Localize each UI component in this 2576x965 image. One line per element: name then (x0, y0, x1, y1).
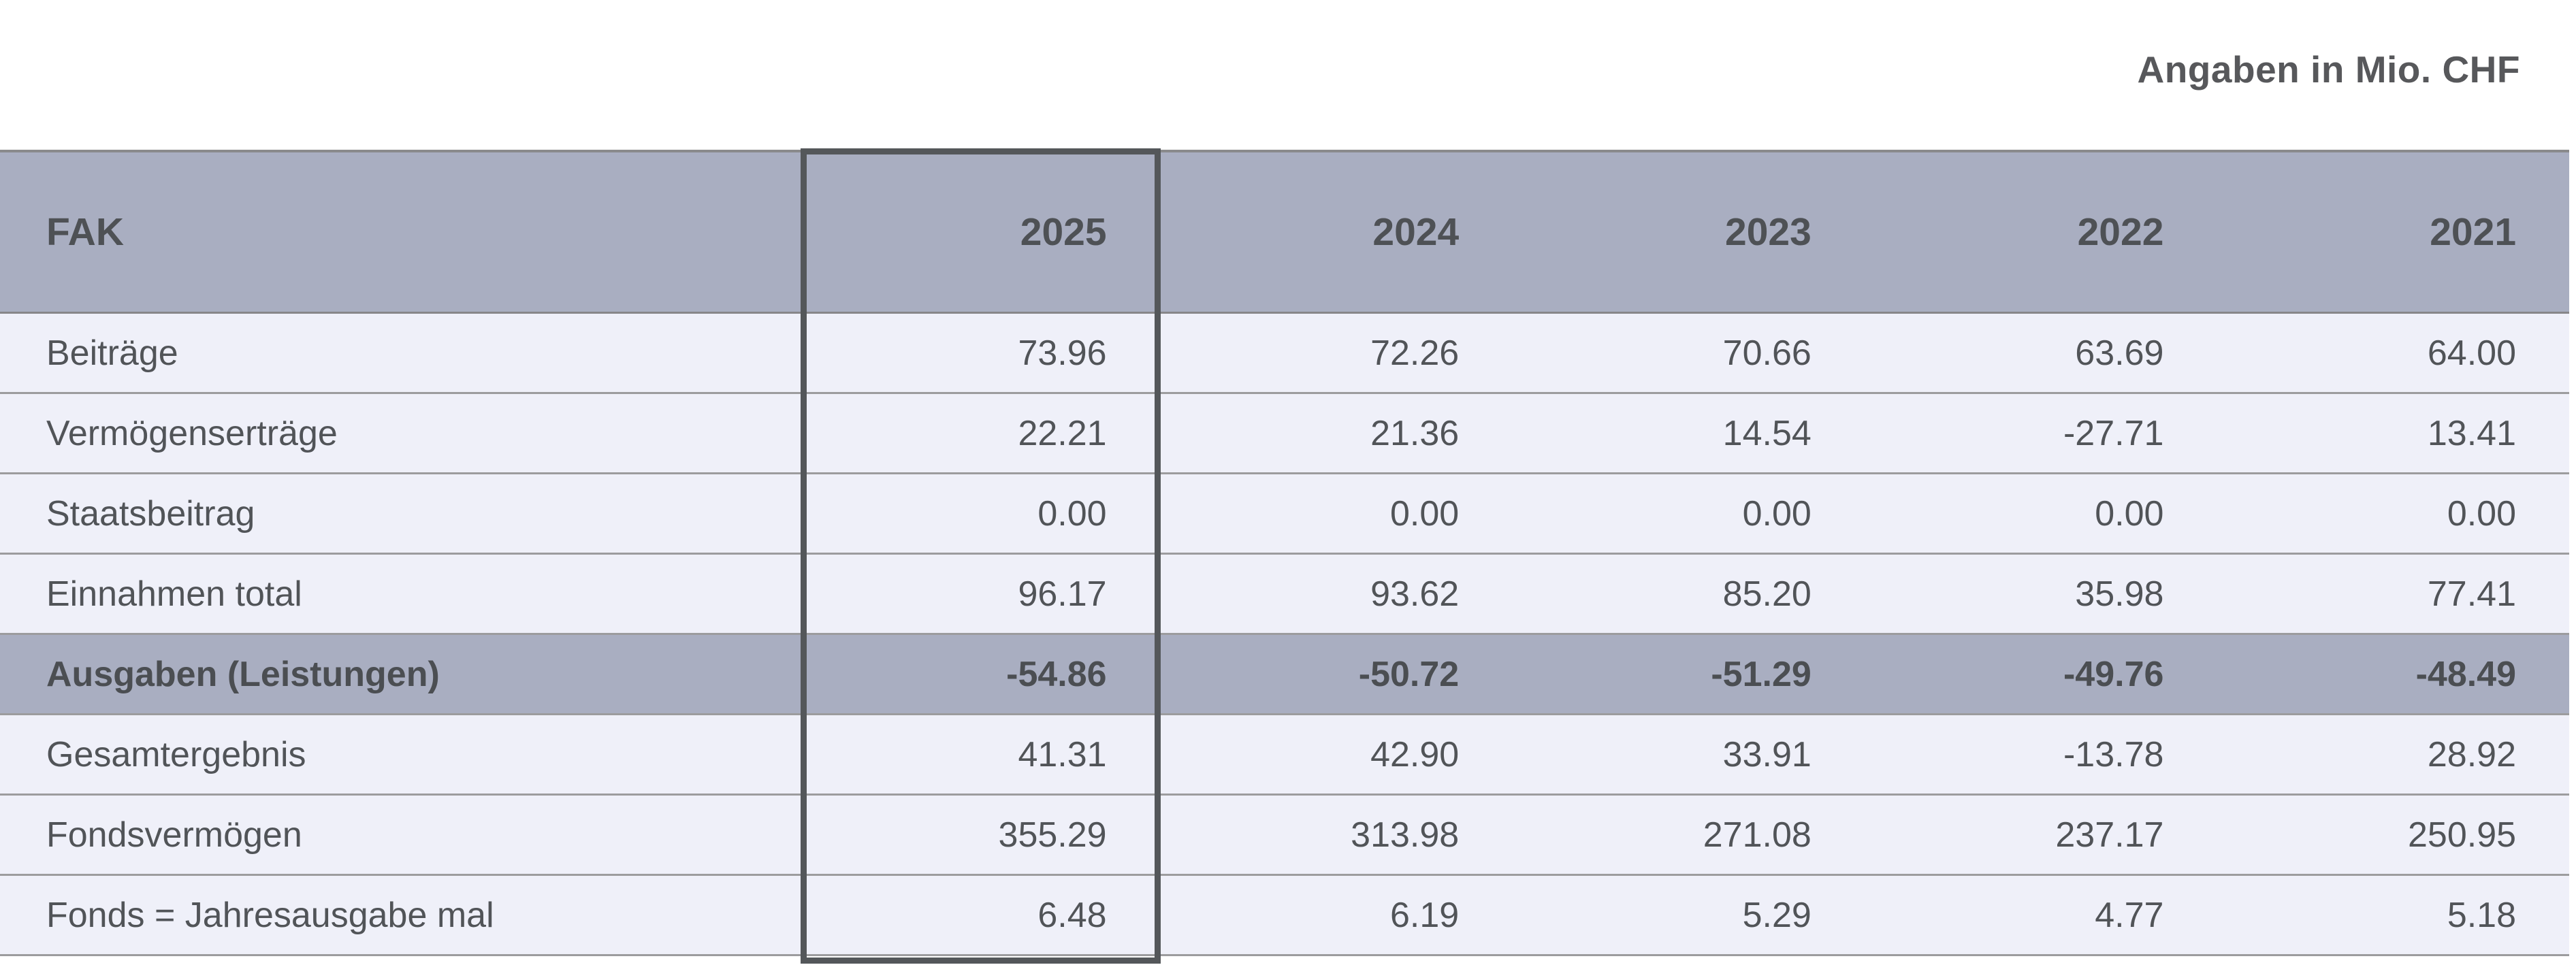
cell-value: 93.62 (1370, 574, 1460, 614)
cell-value: 271.08 (1703, 815, 1812, 855)
cell-value: 72.26 (1370, 333, 1460, 373)
cell-value: -54.86 (1006, 654, 1107, 694)
table-row-staatsbeitrag: Staatsbeitrag 0.00 0.00 0.00 0.00 0.00 (0, 474, 2569, 555)
cell-value: -51.29 (1711, 654, 1812, 694)
cell-value: -48.49 (2415, 654, 2517, 694)
cell-value: 85.20 (1722, 574, 1812, 614)
cell-value: 250.95 (2407, 815, 2517, 855)
cell-value: 22.21 (1018, 413, 1107, 453)
cell-value: -13.78 (2063, 734, 2164, 774)
row-label: Ausgaben (Leistungen) (46, 654, 440, 694)
table-row-gesamtergebnis: Gesamtergebnis 41.31 42.90 33.91 -13.78 … (0, 715, 2569, 796)
table-row-fondsvermoegen: Fondsvermögen 355.29 313.98 271.08 237.1… (0, 796, 2569, 876)
row-label: Fonds = Jahresausgabe mal (46, 895, 494, 935)
cell-value: 63.69 (2075, 333, 2164, 373)
cell-value: 313.98 (1351, 815, 1460, 855)
cell-value: 13.41 (2427, 413, 2517, 453)
cell-value: 42.90 (1370, 734, 1460, 774)
cell-value: 6.48 (1037, 895, 1107, 935)
cell-value: 96.17 (1018, 574, 1107, 614)
header-cell-year-2022: 2022 (2077, 210, 2164, 254)
cell-value: 0.00 (1037, 493, 1107, 534)
cell-value: 0.00 (2447, 493, 2517, 534)
row-label: Beiträge (46, 333, 178, 373)
cell-value: 73.96 (1018, 333, 1107, 373)
header-cell-year-2021: 2021 (2430, 210, 2517, 254)
row-label: Fondsvermögen (46, 815, 302, 855)
fak-table: FAK 2025 2024 2023 2022 2021 Beiträge 73… (0, 148, 2569, 964)
cell-value: -50.72 (1358, 654, 1460, 694)
table-row-beitraege: Beiträge 73.96 72.26 70.66 63.69 64.00 (0, 314, 2569, 394)
table-header-row: FAK 2025 2024 2023 2022 2021 (0, 152, 2569, 314)
header-cell-year-2024: 2024 (1372, 210, 1460, 254)
cell-value: 5.18 (2447, 895, 2517, 935)
cell-value: 35.98 (2075, 574, 2164, 614)
cell-value: 4.77 (2095, 895, 2164, 935)
cell-value: 237.17 (2055, 815, 2164, 855)
row-label: Einnahmen total (46, 574, 302, 614)
row-label: Gesamtergebnis (46, 734, 306, 774)
cell-value: 14.54 (1722, 413, 1812, 453)
cell-value: 0.00 (1389, 493, 1460, 534)
header-cell-fak: FAK (46, 210, 124, 254)
table-row-fonds-jahresausgabe-mal: Fonds = Jahresausgabe mal 6.48 6.19 5.29… (0, 876, 2569, 956)
cell-value: 0.00 (2095, 493, 2164, 534)
units-note: Angaben in Mio. CHF (2137, 48, 2520, 91)
cell-value: 64.00 (2427, 333, 2517, 373)
cell-value: 41.31 (1018, 734, 1107, 774)
cell-value: 21.36 (1370, 413, 1460, 453)
cell-value: 6.19 (1389, 895, 1460, 935)
header-cell-year-2025: 2025 (1020, 210, 1107, 254)
cell-value: 5.29 (1742, 895, 1812, 935)
table-row-ausgaben-leistungen: Ausgaben (Leistungen) -54.86 -50.72 -51.… (0, 635, 2569, 715)
row-label: Staatsbeitrag (46, 493, 255, 534)
cell-value: 355.29 (998, 815, 1107, 855)
cell-value: 77.41 (2427, 574, 2517, 614)
cell-value: 33.91 (1722, 734, 1812, 774)
header-cell-year-2023: 2023 (1725, 210, 1812, 254)
table-row-vermoegensertraege: Vermögenserträge 22.21 21.36 14.54 -27.7… (0, 394, 2569, 474)
cell-value: -49.76 (2063, 654, 2164, 694)
cell-value: 0.00 (1742, 493, 1812, 534)
table-row-einnahmen-total: Einnahmen total 96.17 93.62 85.20 35.98 … (0, 555, 2569, 635)
cell-value: -27.71 (2063, 413, 2164, 453)
cell-value: 70.66 (1722, 333, 1812, 373)
cell-value: 28.92 (2427, 734, 2517, 774)
row-label: Vermögenserträge (46, 413, 338, 453)
